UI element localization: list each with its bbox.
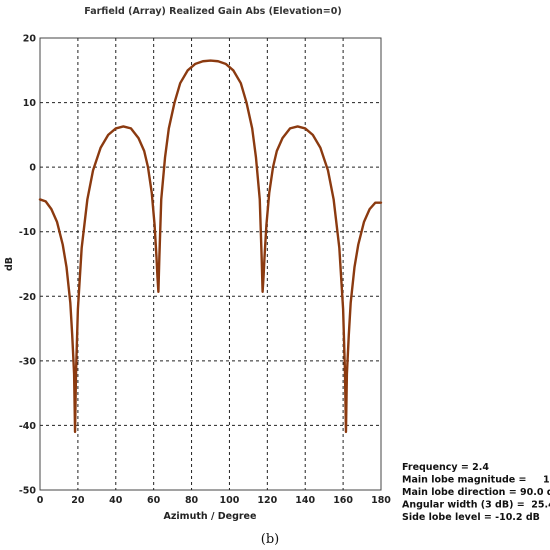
annotation-box: Frequency = 2.4 Main lobe magnitude = 16.… xyxy=(402,462,550,523)
annotation-line: Frequency = 2.4 xyxy=(402,462,489,473)
x-tick-label: 80 xyxy=(185,495,199,506)
x-tick-label: 60 xyxy=(147,495,161,506)
plot-frame xyxy=(39,37,382,491)
x-axis: 0 20 40 60 80 100 120 140 160 180 xyxy=(37,495,392,506)
annotation-line: Angular width (3 dB) = 25.4 deg. xyxy=(402,500,550,511)
x-tick-label: 180 xyxy=(371,495,391,506)
x-tick-label: 140 xyxy=(295,495,315,506)
y-tick-label: -10 xyxy=(19,227,37,238)
x-tick-label: 160 xyxy=(333,495,353,506)
annotation-line: Main lobe direction = 90.0 deg. xyxy=(402,487,550,498)
y-tick-label: -50 xyxy=(19,486,37,497)
y-tick-label: -40 xyxy=(19,421,37,432)
x-tick-label: 20 xyxy=(71,495,85,506)
grid-lines xyxy=(40,38,381,490)
series-group xyxy=(38,59,383,434)
x-tick-label: 100 xyxy=(220,495,240,506)
figure-caption: (b) xyxy=(261,532,279,547)
y-tick-label: 20 xyxy=(23,34,37,45)
y-axis: 20 10 0 -10 -20 -30 -40 -50 xyxy=(19,34,37,497)
y-tick-label: 0 xyxy=(29,163,36,174)
y-tick-label: -30 xyxy=(19,356,37,367)
x-tick-label: 120 xyxy=(257,495,277,506)
x-tick-label: 0 xyxy=(37,495,44,506)
x-axis-label: Azimuth / Degree xyxy=(164,511,257,522)
chart-title: Farfield (Array) Realized Gain Abs (Elev… xyxy=(84,6,341,17)
x-tick-label: 40 xyxy=(109,495,123,506)
y-tick-label: 10 xyxy=(23,98,37,109)
y-tick-label: -20 xyxy=(19,292,37,303)
annotation-line: Main lobe magnitude = 16.5 dB xyxy=(402,475,550,486)
y-axis-label: dB xyxy=(4,257,15,271)
annotation-line: Side lobe level = -10.2 dB xyxy=(402,512,540,523)
series-line-0 xyxy=(38,59,383,434)
